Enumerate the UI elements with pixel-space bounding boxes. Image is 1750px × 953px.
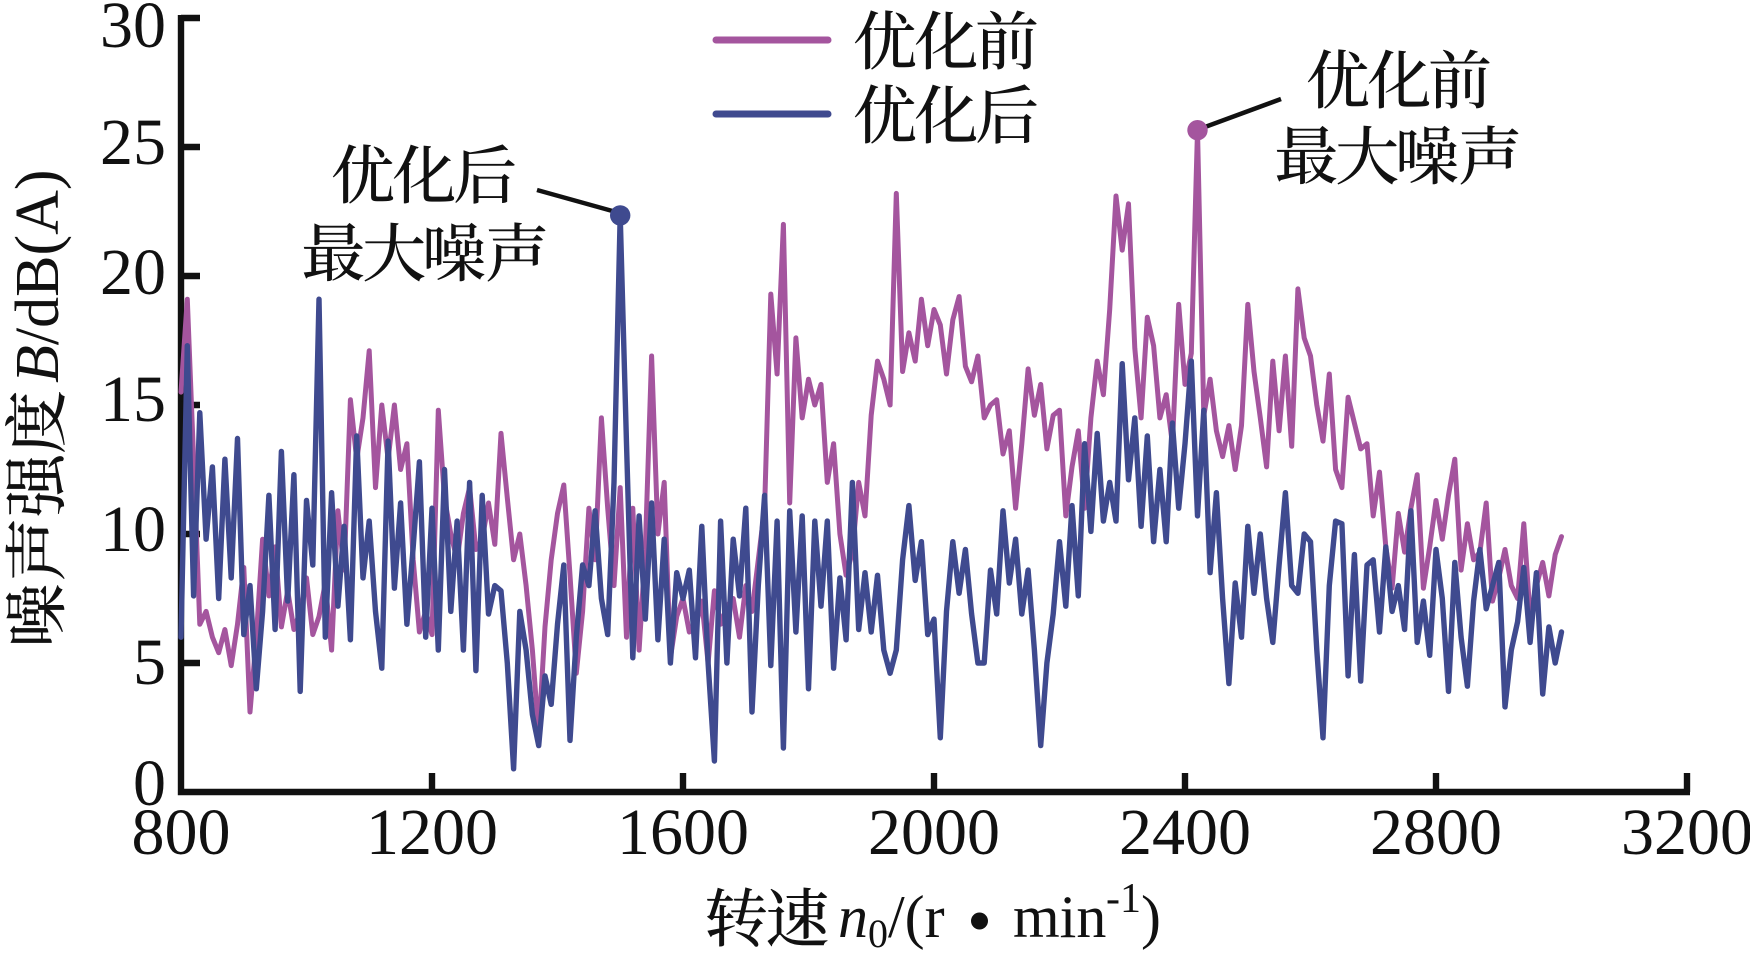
svg-text:5: 5 [133,626,166,699]
svg-text:-1: -1 [1106,876,1141,922]
svg-text:30: 30 [100,0,166,62]
svg-text:20: 20 [100,236,166,309]
svg-text:800: 800 [132,796,231,869]
svg-text:min: min [1013,884,1106,950]
svg-text:): ) [1141,884,1161,950]
svg-text:n0/(r: n0/(r [838,884,945,953]
svg-text:2400: 2400 [1119,796,1251,869]
svg-text:2800: 2800 [1370,796,1502,869]
svg-text:0: 0 [133,747,166,820]
svg-text:3200: 3200 [1621,796,1750,869]
svg-text:10: 10 [100,493,166,566]
svg-text:1600: 1600 [617,796,749,869]
svg-text:15: 15 [100,363,166,436]
svg-text:25: 25 [100,106,166,179]
svg-text:2000: 2000 [868,796,1000,869]
svg-text:B/dB(A): B/dB(A) [4,169,72,383]
svg-text:1200: 1200 [366,796,498,869]
